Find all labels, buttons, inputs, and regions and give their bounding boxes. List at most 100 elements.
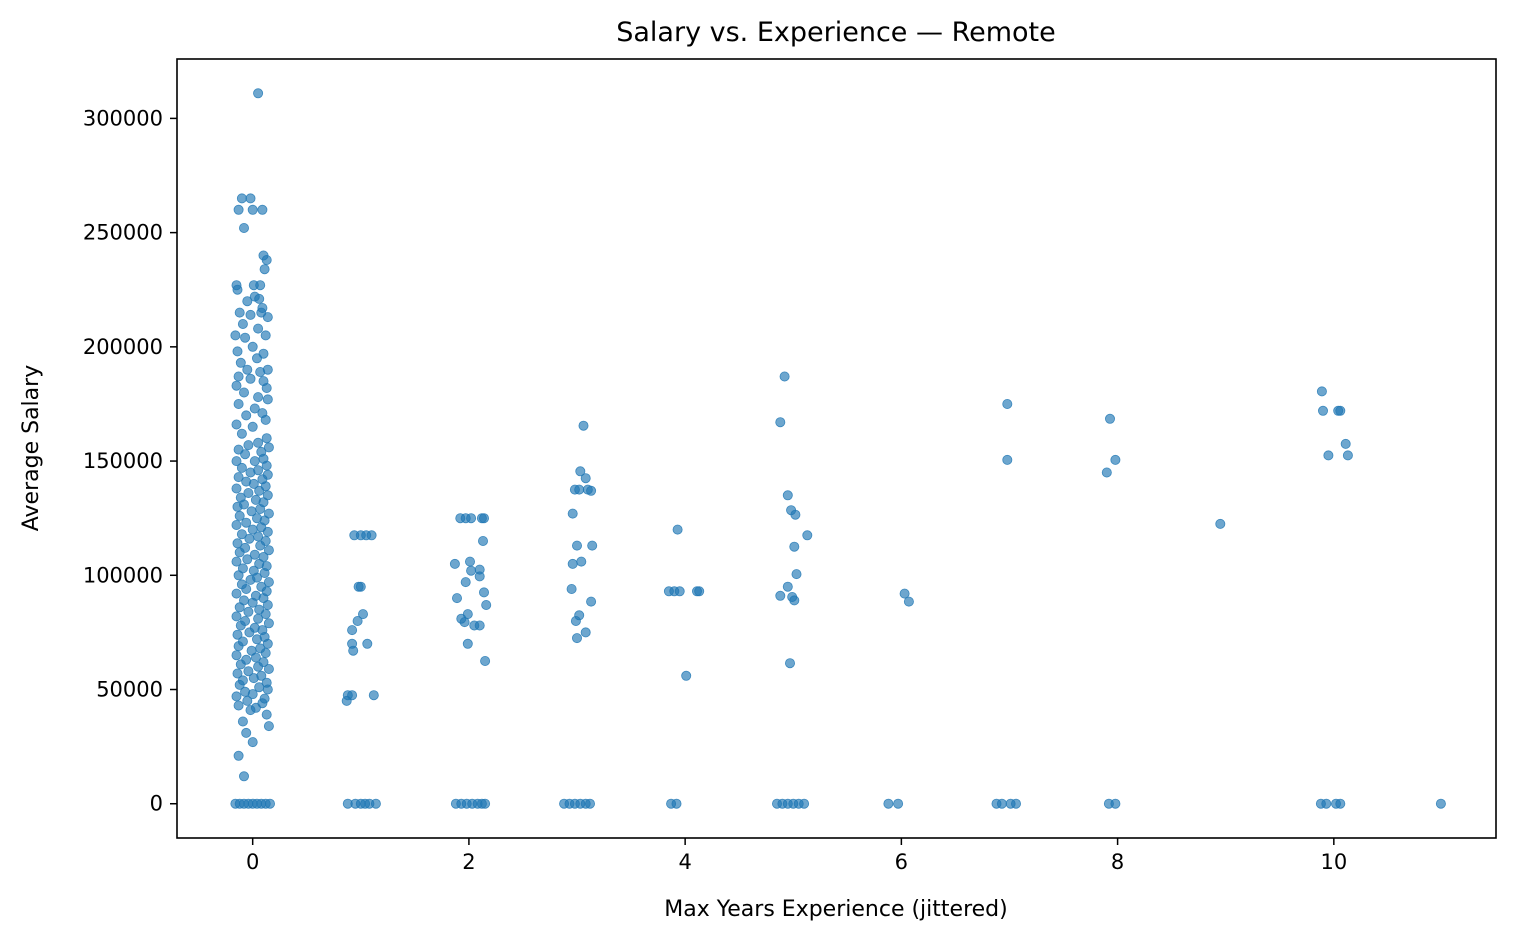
data-point: [903, 596, 914, 607]
data-point: [585, 798, 596, 809]
data-point: [235, 620, 246, 631]
data-point: [255, 366, 266, 377]
data-point: [261, 709, 272, 720]
data-point: [1011, 798, 1022, 809]
data-point: [460, 577, 471, 588]
data-point: [474, 620, 485, 631]
y-tick-label: 200000: [83, 335, 163, 359]
data-point: [775, 590, 786, 601]
data-point: [474, 571, 485, 582]
data-point: [262, 684, 273, 695]
data-point: [255, 503, 266, 514]
data-point: [234, 679, 245, 690]
data-point: [257, 204, 268, 215]
data-point: [671, 798, 682, 809]
data-point: [232, 284, 243, 295]
data-point: [241, 517, 252, 528]
data-point: [347, 625, 358, 636]
data-point: [236, 193, 247, 204]
data-point: [233, 472, 244, 483]
data-point: [791, 569, 802, 580]
data-point: [1321, 798, 1332, 809]
data-point: [341, 695, 352, 706]
data-point: [254, 485, 265, 496]
data-point: [789, 541, 800, 552]
data-point: [459, 617, 470, 628]
data-point: [370, 798, 381, 809]
data-point: [243, 440, 254, 451]
data-point: [232, 501, 243, 512]
data-point: [245, 309, 256, 320]
data-point: [232, 668, 243, 679]
data-point: [253, 613, 264, 624]
y-tick-label: 100000: [83, 563, 163, 587]
data-point: [245, 373, 256, 384]
data-point: [574, 484, 585, 495]
data-point: [240, 332, 251, 343]
data-point: [481, 600, 492, 611]
data-point: [245, 467, 256, 478]
x-tick-label: 4: [678, 850, 691, 874]
data-point: [243, 487, 254, 498]
data-point: [233, 570, 244, 581]
data-point: [1342, 450, 1353, 461]
data-point: [263, 545, 274, 556]
data-point: [899, 588, 910, 599]
data-point: [235, 659, 246, 670]
data-point: [480, 656, 491, 667]
data-point: [466, 513, 477, 524]
data-point: [232, 538, 243, 549]
data-point: [464, 556, 475, 567]
data-point: [1101, 467, 1112, 478]
y-axis-label: Average Salary: [19, 365, 44, 531]
data-point: [262, 394, 273, 405]
data-point: [253, 323, 264, 334]
data-point: [586, 485, 597, 496]
data-point: [1340, 438, 1351, 449]
data-point: [570, 616, 581, 627]
data-point: [248, 673, 259, 684]
data-point: [261, 254, 272, 265]
x-tick-label: 10: [1320, 850, 1347, 874]
data-point: [233, 641, 244, 652]
data-point: [253, 88, 264, 99]
data-point: [251, 634, 262, 645]
data-point: [251, 353, 262, 364]
data-point: [572, 540, 583, 551]
data-point: [1335, 798, 1346, 809]
data-point: [233, 700, 244, 711]
data-point: [462, 638, 473, 649]
data-point: [576, 556, 587, 567]
data-point: [566, 584, 577, 595]
y-tick-label: 250000: [83, 221, 163, 245]
data-point: [578, 420, 589, 431]
data-point: [231, 520, 242, 531]
data-point: [1333, 405, 1344, 416]
data-point: [261, 460, 272, 471]
data-point: [236, 529, 247, 540]
data-point: [449, 558, 460, 569]
data-point: [260, 330, 271, 341]
data-point: [260, 609, 271, 620]
data-point: [244, 627, 255, 638]
data-point: [231, 588, 242, 599]
data-point: [1316, 386, 1327, 397]
data-point: [230, 330, 241, 341]
data-point: [672, 524, 683, 535]
x-tick-label: 2: [462, 850, 475, 874]
data-point: [262, 312, 273, 323]
chart-title: Salary vs. Experience — Remote: [616, 17, 1056, 48]
data-point: [785, 658, 796, 669]
data-point: [243, 606, 254, 617]
data-point: [480, 798, 491, 809]
data-point: [253, 392, 264, 403]
y-axis: 0 50000 100000 150000 200000 250000 300000: [83, 106, 177, 816]
data-point: [1105, 413, 1116, 424]
data-point: [674, 586, 685, 597]
data-point: [996, 798, 1007, 809]
data-point: [586, 596, 597, 607]
data-point: [242, 296, 253, 307]
data-point: [681, 670, 692, 681]
data-point: [368, 690, 379, 701]
data-point: [249, 456, 260, 467]
